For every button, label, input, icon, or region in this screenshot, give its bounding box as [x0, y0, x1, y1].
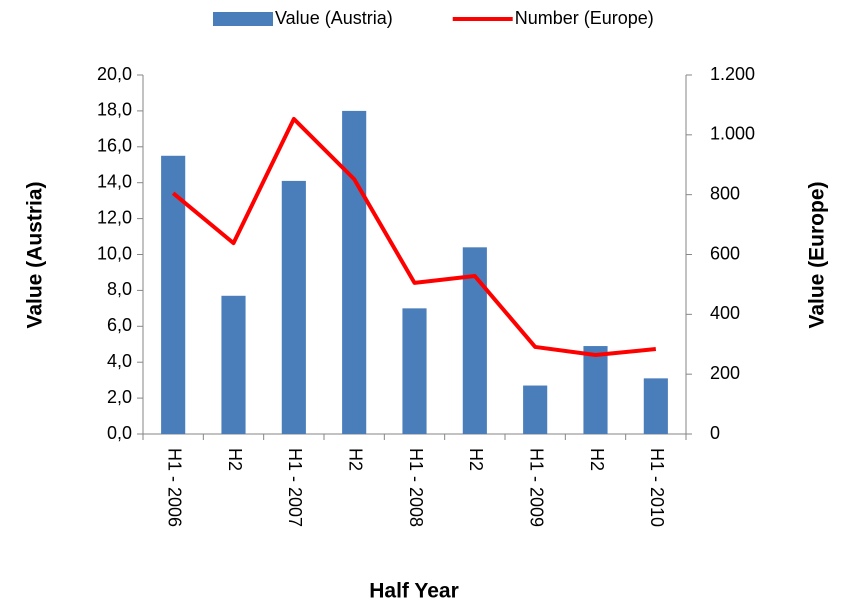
y-axis-title: Value (Austria) [24, 181, 47, 328]
y-tick-label: 10,0 [97, 243, 132, 263]
bar [221, 295, 246, 434]
y2-tick-label: 1.000 [710, 124, 755, 144]
y2-tick-label: 1.200 [710, 64, 755, 84]
y-tick-label: 4,0 [107, 351, 132, 371]
legend-label: Value (Austria) [275, 8, 393, 28]
bar [402, 308, 427, 434]
y2-tick-label: 400 [710, 303, 740, 323]
x-tick-label: H2 [466, 448, 486, 471]
y-tick-label: 20,0 [97, 64, 132, 84]
bar [161, 155, 186, 434]
x-tick-label: H1 - 2010 [647, 448, 667, 527]
x-tick-label: H1 - 2007 [285, 448, 305, 527]
x-tick-label: H2 [345, 448, 365, 471]
y2-tick-label: 600 [710, 243, 740, 263]
bar [643, 378, 668, 434]
bar [281, 180, 306, 434]
y-tick-label: 8,0 [107, 279, 132, 299]
x-tick-label: H2 [225, 448, 245, 471]
x-tick-label: H1 - 2006 [164, 448, 184, 527]
y2-tick-label: 800 [710, 183, 740, 203]
bar [583, 346, 608, 434]
line [171, 116, 657, 358]
y-tick-label: 12,0 [97, 207, 132, 227]
legend-swatch [213, 12, 273, 26]
y-tick-label: 18,0 [97, 100, 132, 120]
x-tick-label: H1 - 2009 [526, 448, 546, 527]
x-tick-label: H2 [587, 448, 607, 471]
bar [523, 385, 548, 434]
y-tick-label: 0,0 [107, 423, 132, 443]
y-tick-label: 16,0 [97, 136, 132, 156]
bar [342, 110, 367, 435]
x-tick-label: H1 - 2008 [406, 448, 426, 527]
y2-tick-label: 200 [710, 363, 740, 383]
legend-label: Number (Europe) [515, 8, 654, 28]
y-tick-label: 6,0 [107, 315, 132, 335]
y2-axis-title: Value (Europe) [806, 181, 829, 328]
y2-tick-label: 0 [710, 423, 720, 443]
x-axis-title: Half Year [369, 580, 459, 603]
y-tick-label: 2,0 [107, 387, 132, 407]
y-tick-label: 14,0 [97, 171, 132, 191]
